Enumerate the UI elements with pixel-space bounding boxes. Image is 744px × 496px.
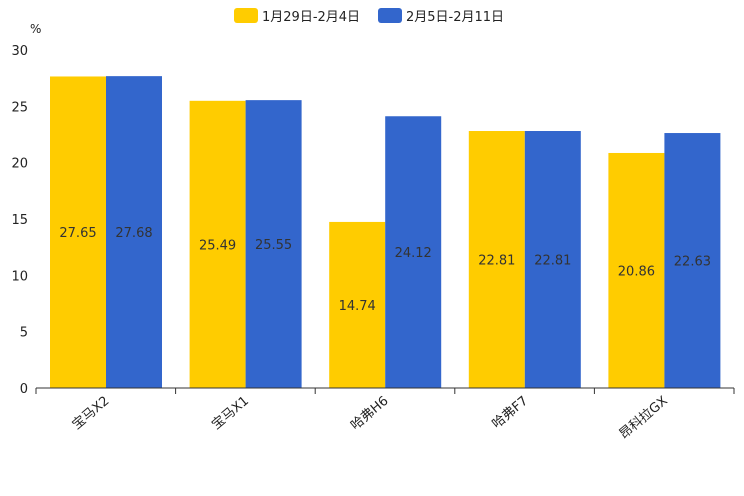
data-label: 22.81 bbox=[534, 254, 571, 269]
bar bbox=[245, 100, 302, 389]
bar bbox=[664, 133, 721, 388]
data-label: 24.12 bbox=[395, 246, 432, 261]
y-tick-label: 15 bbox=[11, 213, 28, 228]
legend-swatch bbox=[378, 8, 402, 23]
data-label: 25.49 bbox=[199, 238, 236, 253]
y-tick-label: 30 bbox=[11, 44, 28, 59]
data-label: 20.86 bbox=[618, 264, 655, 279]
data-label: 14.74 bbox=[339, 299, 376, 314]
x-category-label: 宝马X2 bbox=[70, 394, 113, 433]
y-axis-unit-label: % bbox=[30, 22, 41, 36]
legend-label: 2月5日-2月11日 bbox=[406, 10, 504, 25]
bars: 27.65 27.68 25.49 25.55 14.74 24.12 22.81 22.81… bbox=[50, 76, 721, 389]
bar bbox=[189, 100, 246, 388]
bar bbox=[608, 152, 665, 388]
legend: 1月29日-2月4日 2月5日-2月11日 bbox=[234, 8, 504, 25]
legend-label: 1月29日-2月4日 bbox=[262, 10, 360, 25]
y-tick-label: 5 bbox=[20, 326, 28, 341]
x-category-label: 宝马X1 bbox=[209, 394, 252, 433]
y-tick-label: 10 bbox=[11, 269, 28, 284]
y-tick-label: 20 bbox=[11, 157, 28, 172]
x-category-label: 哈弗F7 bbox=[490, 394, 532, 432]
bar bbox=[50, 76, 106, 388]
bar bbox=[468, 131, 525, 389]
data-label: 27.65 bbox=[59, 226, 96, 241]
y-tick-label: 0 bbox=[20, 382, 28, 397]
data-label: 22.81 bbox=[478, 254, 515, 269]
data-label: 22.63 bbox=[674, 255, 711, 270]
x-category-label: 昂科拉GX bbox=[617, 394, 671, 443]
y-axis: 0 5 10 15 20 25 30 bbox=[11, 44, 28, 397]
bar bbox=[524, 131, 581, 389]
y-tick-label: 25 bbox=[11, 100, 28, 115]
x-axis: 宝马X2 宝马X1 哈弗H6 哈弗F7 昂科拉GX bbox=[35, 387, 735, 443]
data-label: 27.68 bbox=[115, 226, 152, 241]
legend-swatch bbox=[234, 8, 258, 23]
bar bbox=[106, 76, 162, 388]
bar bbox=[385, 116, 442, 389]
data-label: 25.55 bbox=[255, 238, 292, 253]
bar bbox=[329, 221, 386, 388]
x-category-label: 哈弗H6 bbox=[348, 394, 391, 434]
